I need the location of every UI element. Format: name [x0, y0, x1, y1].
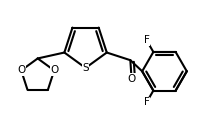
Text: O: O — [50, 65, 58, 75]
Text: F: F — [144, 35, 150, 45]
Text: S: S — [82, 63, 89, 73]
Text: O: O — [128, 74, 136, 84]
Text: F: F — [144, 97, 150, 107]
Text: O: O — [17, 65, 25, 75]
